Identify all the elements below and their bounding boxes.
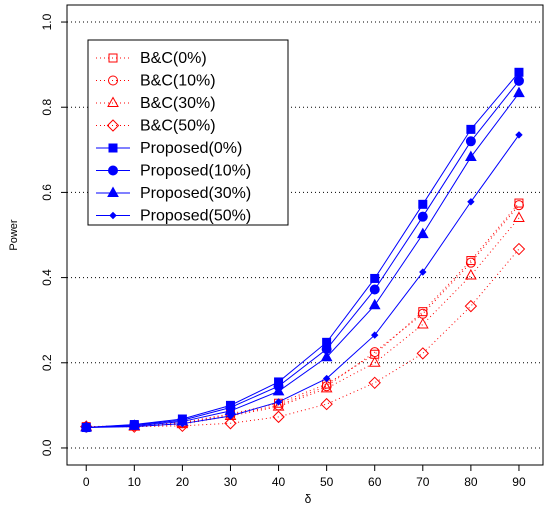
marker xyxy=(416,347,430,360)
legend-label: Proposed(50%) xyxy=(140,208,251,225)
marker xyxy=(513,200,524,211)
marker xyxy=(369,284,380,295)
series-line xyxy=(86,92,520,429)
legend-box xyxy=(87,39,289,226)
marker xyxy=(419,268,427,276)
marker xyxy=(368,356,381,367)
legend-label: Proposed(10%) xyxy=(140,163,251,180)
x-tick-label: 80 xyxy=(464,475,478,489)
marker xyxy=(465,268,477,280)
x-tick-label: 70 xyxy=(416,475,430,489)
series-line xyxy=(86,202,520,428)
y-tick-label: 0.6 xyxy=(40,184,54,201)
plot-frame xyxy=(66,4,544,466)
marker xyxy=(272,410,285,424)
series-line xyxy=(86,204,520,428)
x-tick-label: 0 xyxy=(83,475,90,489)
marker xyxy=(513,86,525,98)
x-tick-label: 90 xyxy=(512,475,526,489)
marker xyxy=(368,298,381,310)
marker xyxy=(320,381,333,393)
series-line xyxy=(86,248,520,428)
marker xyxy=(416,227,429,239)
marker xyxy=(467,198,475,206)
marker xyxy=(465,150,477,162)
marker xyxy=(320,350,333,362)
series-line xyxy=(86,71,520,429)
legend-label: Proposed(0%) xyxy=(140,140,242,157)
marker xyxy=(226,412,235,420)
marker xyxy=(130,422,139,431)
marker xyxy=(465,257,476,268)
marker xyxy=(418,199,428,209)
legend-marker xyxy=(107,186,119,197)
marker xyxy=(272,400,285,411)
marker xyxy=(514,67,524,77)
marker xyxy=(322,374,331,383)
legend-marker xyxy=(106,119,120,132)
marker xyxy=(513,75,524,86)
legend-label: B&C(30%) xyxy=(140,95,216,112)
marker xyxy=(178,419,187,428)
x-tick-label: 10 xyxy=(128,475,142,489)
x-tick-label: 40 xyxy=(272,475,286,489)
y-tick-label: 0.2 xyxy=(40,354,54,371)
series-line xyxy=(86,134,520,429)
marker xyxy=(417,211,428,222)
marker xyxy=(370,273,380,283)
legend-marker xyxy=(108,75,118,86)
marker xyxy=(274,398,283,406)
legend-marker xyxy=(109,211,117,220)
legend-marker xyxy=(108,165,118,176)
legend-label: B&C(10%) xyxy=(140,73,216,90)
marker xyxy=(464,299,478,313)
marker xyxy=(466,124,476,134)
x-tick-label: 50 xyxy=(320,475,334,489)
legend-marker xyxy=(108,143,118,153)
legend-marker xyxy=(107,96,119,107)
y-tick-label: 0.8 xyxy=(40,99,54,116)
y-axis-label: Power xyxy=(8,219,20,251)
x-tick-label: 20 xyxy=(176,475,190,489)
x-axis-label: δ xyxy=(305,492,312,506)
x-tick-label: 30 xyxy=(224,475,238,489)
legend-label: B&C(0%) xyxy=(140,50,207,67)
y-tick-label: 0.0 xyxy=(40,439,54,456)
marker xyxy=(513,211,525,222)
marker xyxy=(272,384,285,396)
marker xyxy=(368,376,381,390)
marker xyxy=(512,242,526,256)
series-line xyxy=(86,80,520,429)
legend-label: B&C(50%) xyxy=(140,118,216,135)
marker xyxy=(224,417,237,430)
marker xyxy=(320,397,333,411)
marker xyxy=(82,423,90,432)
marker xyxy=(371,331,379,339)
legend-label: Proposed(30%) xyxy=(140,185,251,202)
marker xyxy=(465,136,476,147)
x-tick-label: 60 xyxy=(368,475,382,489)
marker xyxy=(416,317,429,329)
y-tick-label: 1.0 xyxy=(40,13,54,30)
legend-marker xyxy=(108,53,118,63)
y-tick-label: 0.4 xyxy=(40,269,54,286)
marker xyxy=(515,131,523,139)
marker xyxy=(417,308,428,319)
